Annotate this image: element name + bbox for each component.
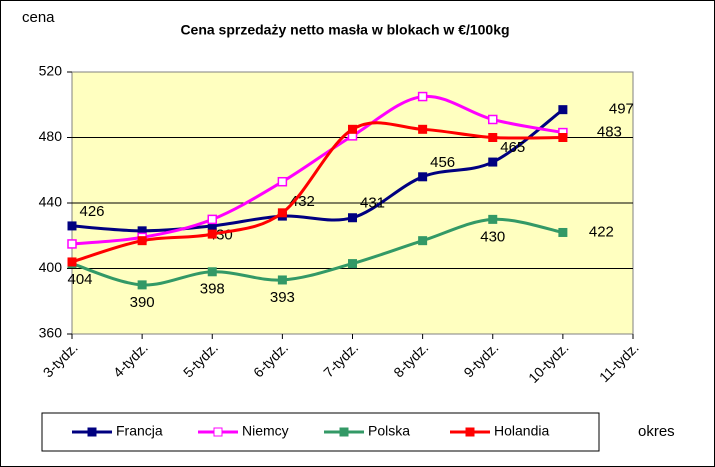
chart-title: Cena sprzedaży netto masła w blokach w €… [180, 22, 509, 38]
marker [418, 124, 428, 134]
data-label: 465 [500, 139, 525, 156]
data-label: 483 [597, 124, 622, 141]
marker [67, 239, 77, 249]
data-label: 393 [270, 289, 295, 306]
marker [418, 172, 428, 182]
data-label: 404 [67, 271, 92, 288]
data-label: 497 [609, 101, 634, 118]
series-line [71, 121, 563, 264]
x-axis-label: okres [638, 423, 675, 440]
y-tick-label: 480 [39, 128, 63, 144]
marker [558, 133, 568, 142]
marker [348, 259, 357, 269]
marker [277, 275, 287, 285]
y-axis-label: cena [22, 9, 55, 26]
legend [41, 412, 600, 452]
marker [67, 221, 77, 231]
data-label: 431 [360, 195, 385, 212]
marker [558, 227, 568, 237]
marker [417, 91, 428, 102]
legend-marker [339, 427, 349, 437]
marker [137, 236, 147, 246]
marker [418, 236, 428, 246]
legend-marker [465, 427, 475, 437]
series-line [71, 217, 564, 287]
marker [137, 280, 147, 290]
marker [348, 213, 357, 223]
marker [488, 133, 498, 142]
marker [67, 257, 77, 267]
marker [277, 176, 288, 187]
legend-label: Holandia [494, 423, 549, 439]
marker [348, 124, 357, 134]
marker [207, 214, 217, 225]
legend-label: Polska [368, 423, 410, 439]
marker [558, 105, 568, 115]
marker [488, 157, 498, 167]
data-label: 456 [430, 154, 455, 171]
y-tick-label: 360 [39, 325, 63, 341]
marker [488, 214, 498, 224]
legend-marker [87, 427, 97, 437]
marker [207, 267, 217, 277]
legend-label: Niemcy [242, 423, 289, 439]
data-label: 422 [589, 223, 614, 240]
legend-label: Francja [116, 423, 163, 439]
data-label: 398 [200, 281, 225, 298]
data-label: 390 [130, 294, 155, 311]
marker [277, 208, 287, 218]
y-tick-label: 440 [39, 194, 63, 210]
marker [207, 229, 217, 239]
data-label: 430 [480, 228, 505, 245]
data-label: 426 [79, 203, 104, 220]
y-tick-label: 400 [39, 259, 63, 275]
y-tick-label: 520 [39, 63, 63, 79]
marker [488, 114, 498, 125]
legend-marker [213, 427, 223, 437]
series-line [71, 94, 564, 246]
